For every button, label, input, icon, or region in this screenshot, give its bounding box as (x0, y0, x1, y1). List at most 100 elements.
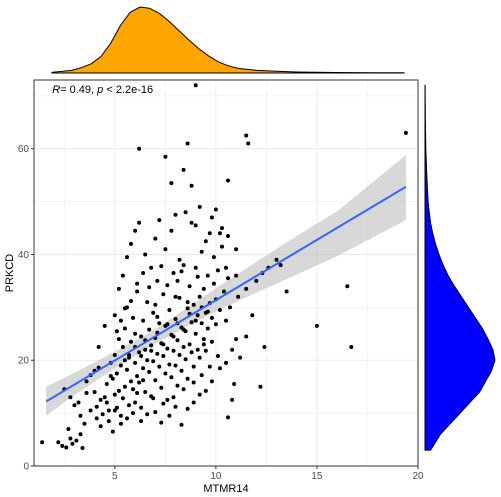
data-point (139, 419, 144, 424)
data-point (345, 284, 350, 289)
data-point (207, 231, 212, 236)
data-point (217, 231, 222, 236)
data-point (70, 441, 75, 446)
data-point (169, 181, 174, 186)
data-point (199, 373, 204, 378)
data-point (179, 269, 184, 274)
data-point (234, 337, 239, 342)
data-point (173, 363, 178, 368)
data-point (114, 405, 119, 410)
data-point (238, 355, 243, 360)
x-tick-label: 20 (412, 471, 424, 482)
data-point (224, 360, 228, 365)
data-point (147, 369, 152, 374)
regression-line (45, 185, 407, 403)
y-tick-label: 40 (18, 250, 30, 261)
data-point (187, 284, 192, 289)
data-point (159, 264, 164, 269)
data-point (175, 338, 180, 343)
data-point (98, 424, 103, 429)
data-point (230, 347, 235, 352)
data-point (189, 183, 194, 188)
data-point (125, 416, 129, 421)
data-point (40, 440, 45, 445)
data-point (195, 313, 200, 318)
panel-border (33, 79, 419, 467)
data-point (151, 310, 156, 315)
data-point (205, 273, 210, 278)
data-point (125, 255, 129, 260)
data-point (149, 348, 154, 353)
confidence-ribbon (46, 155, 406, 416)
data-point (193, 223, 198, 228)
data-point (116, 286, 121, 291)
data-point (209, 215, 214, 220)
data-point (274, 257, 279, 262)
data-point (177, 353, 182, 357)
data-point (191, 302, 196, 307)
data-point (193, 83, 198, 88)
data-point (131, 387, 135, 392)
correlation-annotation: R= 0.49, p < 2.2e-16 (52, 84, 153, 96)
data-point (161, 401, 166, 406)
data-point (120, 345, 125, 349)
data-point (236, 294, 241, 299)
data-point (220, 244, 224, 249)
data-point (98, 397, 103, 402)
data-point (250, 313, 255, 318)
data-point (145, 358, 150, 363)
data-point (226, 178, 230, 183)
data-point (155, 314, 160, 319)
data-point (153, 302, 158, 307)
data-point (102, 323, 107, 328)
data-point (92, 390, 97, 394)
data-point (171, 348, 176, 353)
data-point (161, 342, 166, 347)
p-label: p (96, 84, 103, 96)
data-point (165, 322, 170, 327)
data-point (199, 249, 204, 254)
data-point (127, 353, 131, 357)
data-point (125, 367, 129, 372)
data-point (169, 375, 174, 380)
data-point (100, 412, 105, 417)
data-point (205, 326, 210, 331)
data-point (143, 390, 148, 394)
x-tick-label: 10 (210, 471, 222, 482)
data-point (135, 281, 140, 286)
data-point (185, 306, 190, 311)
data-point (349, 345, 354, 349)
data-point (167, 413, 172, 418)
x-axis-ticks: 5 10 15 20 (112, 466, 424, 482)
data-point (137, 220, 142, 225)
data-point (120, 396, 125, 401)
data-point (195, 347, 200, 352)
data-point (118, 363, 123, 368)
data-point (177, 257, 182, 262)
y-tick-label: 60 (18, 144, 30, 155)
data-point (157, 218, 162, 223)
data-point (181, 167, 186, 172)
data-point (207, 364, 212, 369)
x-axis-label: MTMR14 (203, 483, 248, 495)
data-point (133, 331, 138, 336)
data-point (149, 343, 154, 348)
data-point (147, 327, 152, 332)
data-point (226, 415, 230, 420)
data-point (171, 395, 176, 400)
data-point (173, 294, 178, 299)
data-point (167, 308, 172, 312)
y-tick-label: 0 (23, 462, 29, 473)
data-point (94, 404, 99, 409)
marginal-density-right (424, 84, 496, 451)
data-point (122, 384, 127, 389)
data-point (181, 263, 186, 268)
data-point (165, 397, 170, 402)
data-point (175, 383, 180, 388)
data-point (211, 281, 216, 286)
data-point (209, 339, 214, 344)
data-point (141, 271, 146, 275)
data-point (78, 413, 83, 418)
